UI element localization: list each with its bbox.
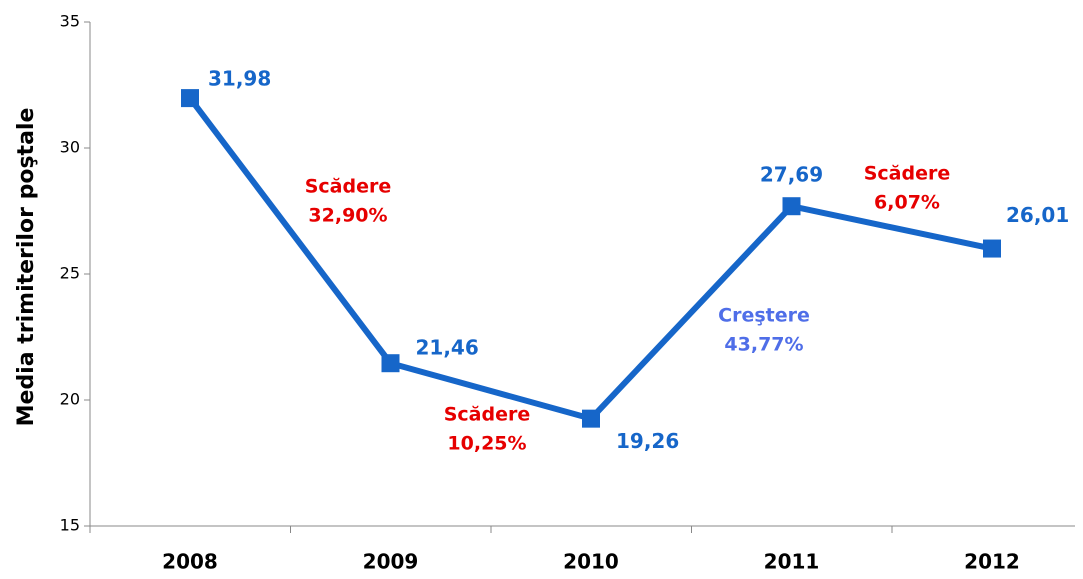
- annotation: 6,07%: [874, 192, 940, 214]
- annotation: 32,90%: [308, 205, 387, 227]
- annotation: 10,25%: [447, 433, 526, 455]
- y-axis-title: Media trimiterilor poştale: [14, 108, 39, 427]
- y-tick-label: 25: [60, 264, 80, 283]
- annotation: Scădere: [444, 404, 531, 426]
- value-label: 27,69: [760, 163, 823, 187]
- x-tick-label: 2009: [363, 550, 419, 574]
- x-tick-label: 2012: [964, 550, 1020, 574]
- value-label: 31,98: [208, 67, 271, 91]
- annotation: Scădere: [305, 176, 392, 198]
- value-label: 21,46: [416, 336, 479, 360]
- value-label: 19,26: [616, 429, 679, 453]
- annotation: Scădere: [864, 163, 951, 185]
- marker: [582, 409, 600, 428]
- y-tick-label: 35: [60, 12, 80, 31]
- x-tick-label: 2010: [563, 550, 619, 574]
- y-tick-label: 15: [60, 516, 80, 535]
- line: [187, 96, 993, 422]
- y-tick-label: 30: [60, 138, 80, 157]
- marker: [983, 239, 1001, 258]
- value-label: 26,01: [1006, 203, 1069, 227]
- x-tick-label: 2008: [162, 550, 218, 574]
- y-tick-label: 20: [60, 390, 80, 409]
- marker: [782, 197, 801, 216]
- marker: [381, 354, 400, 373]
- annotation: Creştere: [718, 305, 810, 327]
- x-tick-label: 2011: [764, 550, 820, 574]
- marker: [181, 89, 199, 108]
- annotation: 43,77%: [724, 334, 803, 356]
